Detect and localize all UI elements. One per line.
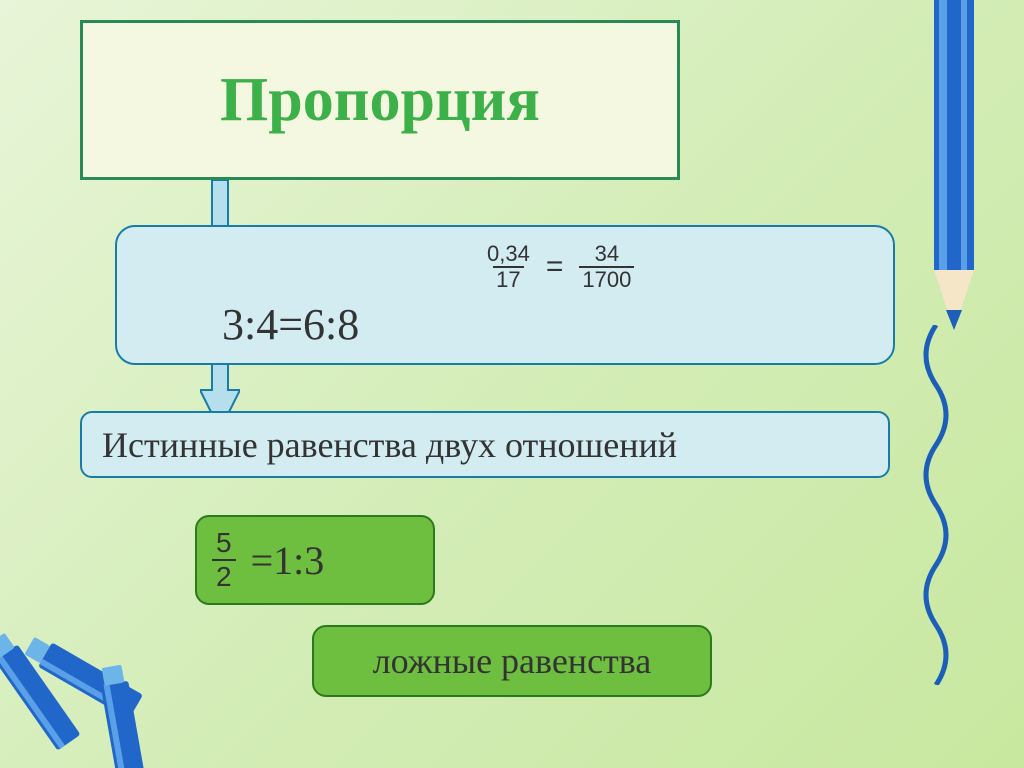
true-example-box: 3:4=6:8 0,34 17 = 34 1700 — [115, 225, 895, 365]
definition-text: Истинные равенства двух отношений — [102, 424, 677, 466]
pencil-icon — [914, 0, 994, 340]
fraction-left: 0,34 17 — [487, 242, 530, 292]
false-ratio: =1:3 — [251, 537, 325, 584]
page-title: Пропорция — [220, 65, 540, 136]
markers-icon — [0, 618, 200, 768]
false-fraction: 5 2 — [212, 529, 236, 591]
equals-symbol: = — [546, 250, 564, 284]
false-label-box: ложные равенства — [312, 625, 712, 697]
title-box: Пропорция — [80, 20, 680, 180]
false-label-text: ложные равенства — [373, 640, 652, 682]
false-example-box: 5 2 =1:3 — [195, 515, 435, 605]
squiggle-icon — [916, 325, 956, 685]
ratio-equation: 3:4=6:8 — [222, 299, 359, 350]
definition-box: Истинные равенства двух отношений — [80, 411, 890, 478]
fraction-right: 34 1700 — [579, 242, 634, 292]
fraction-equation: 0,34 17 = 34 1700 — [487, 242, 634, 292]
